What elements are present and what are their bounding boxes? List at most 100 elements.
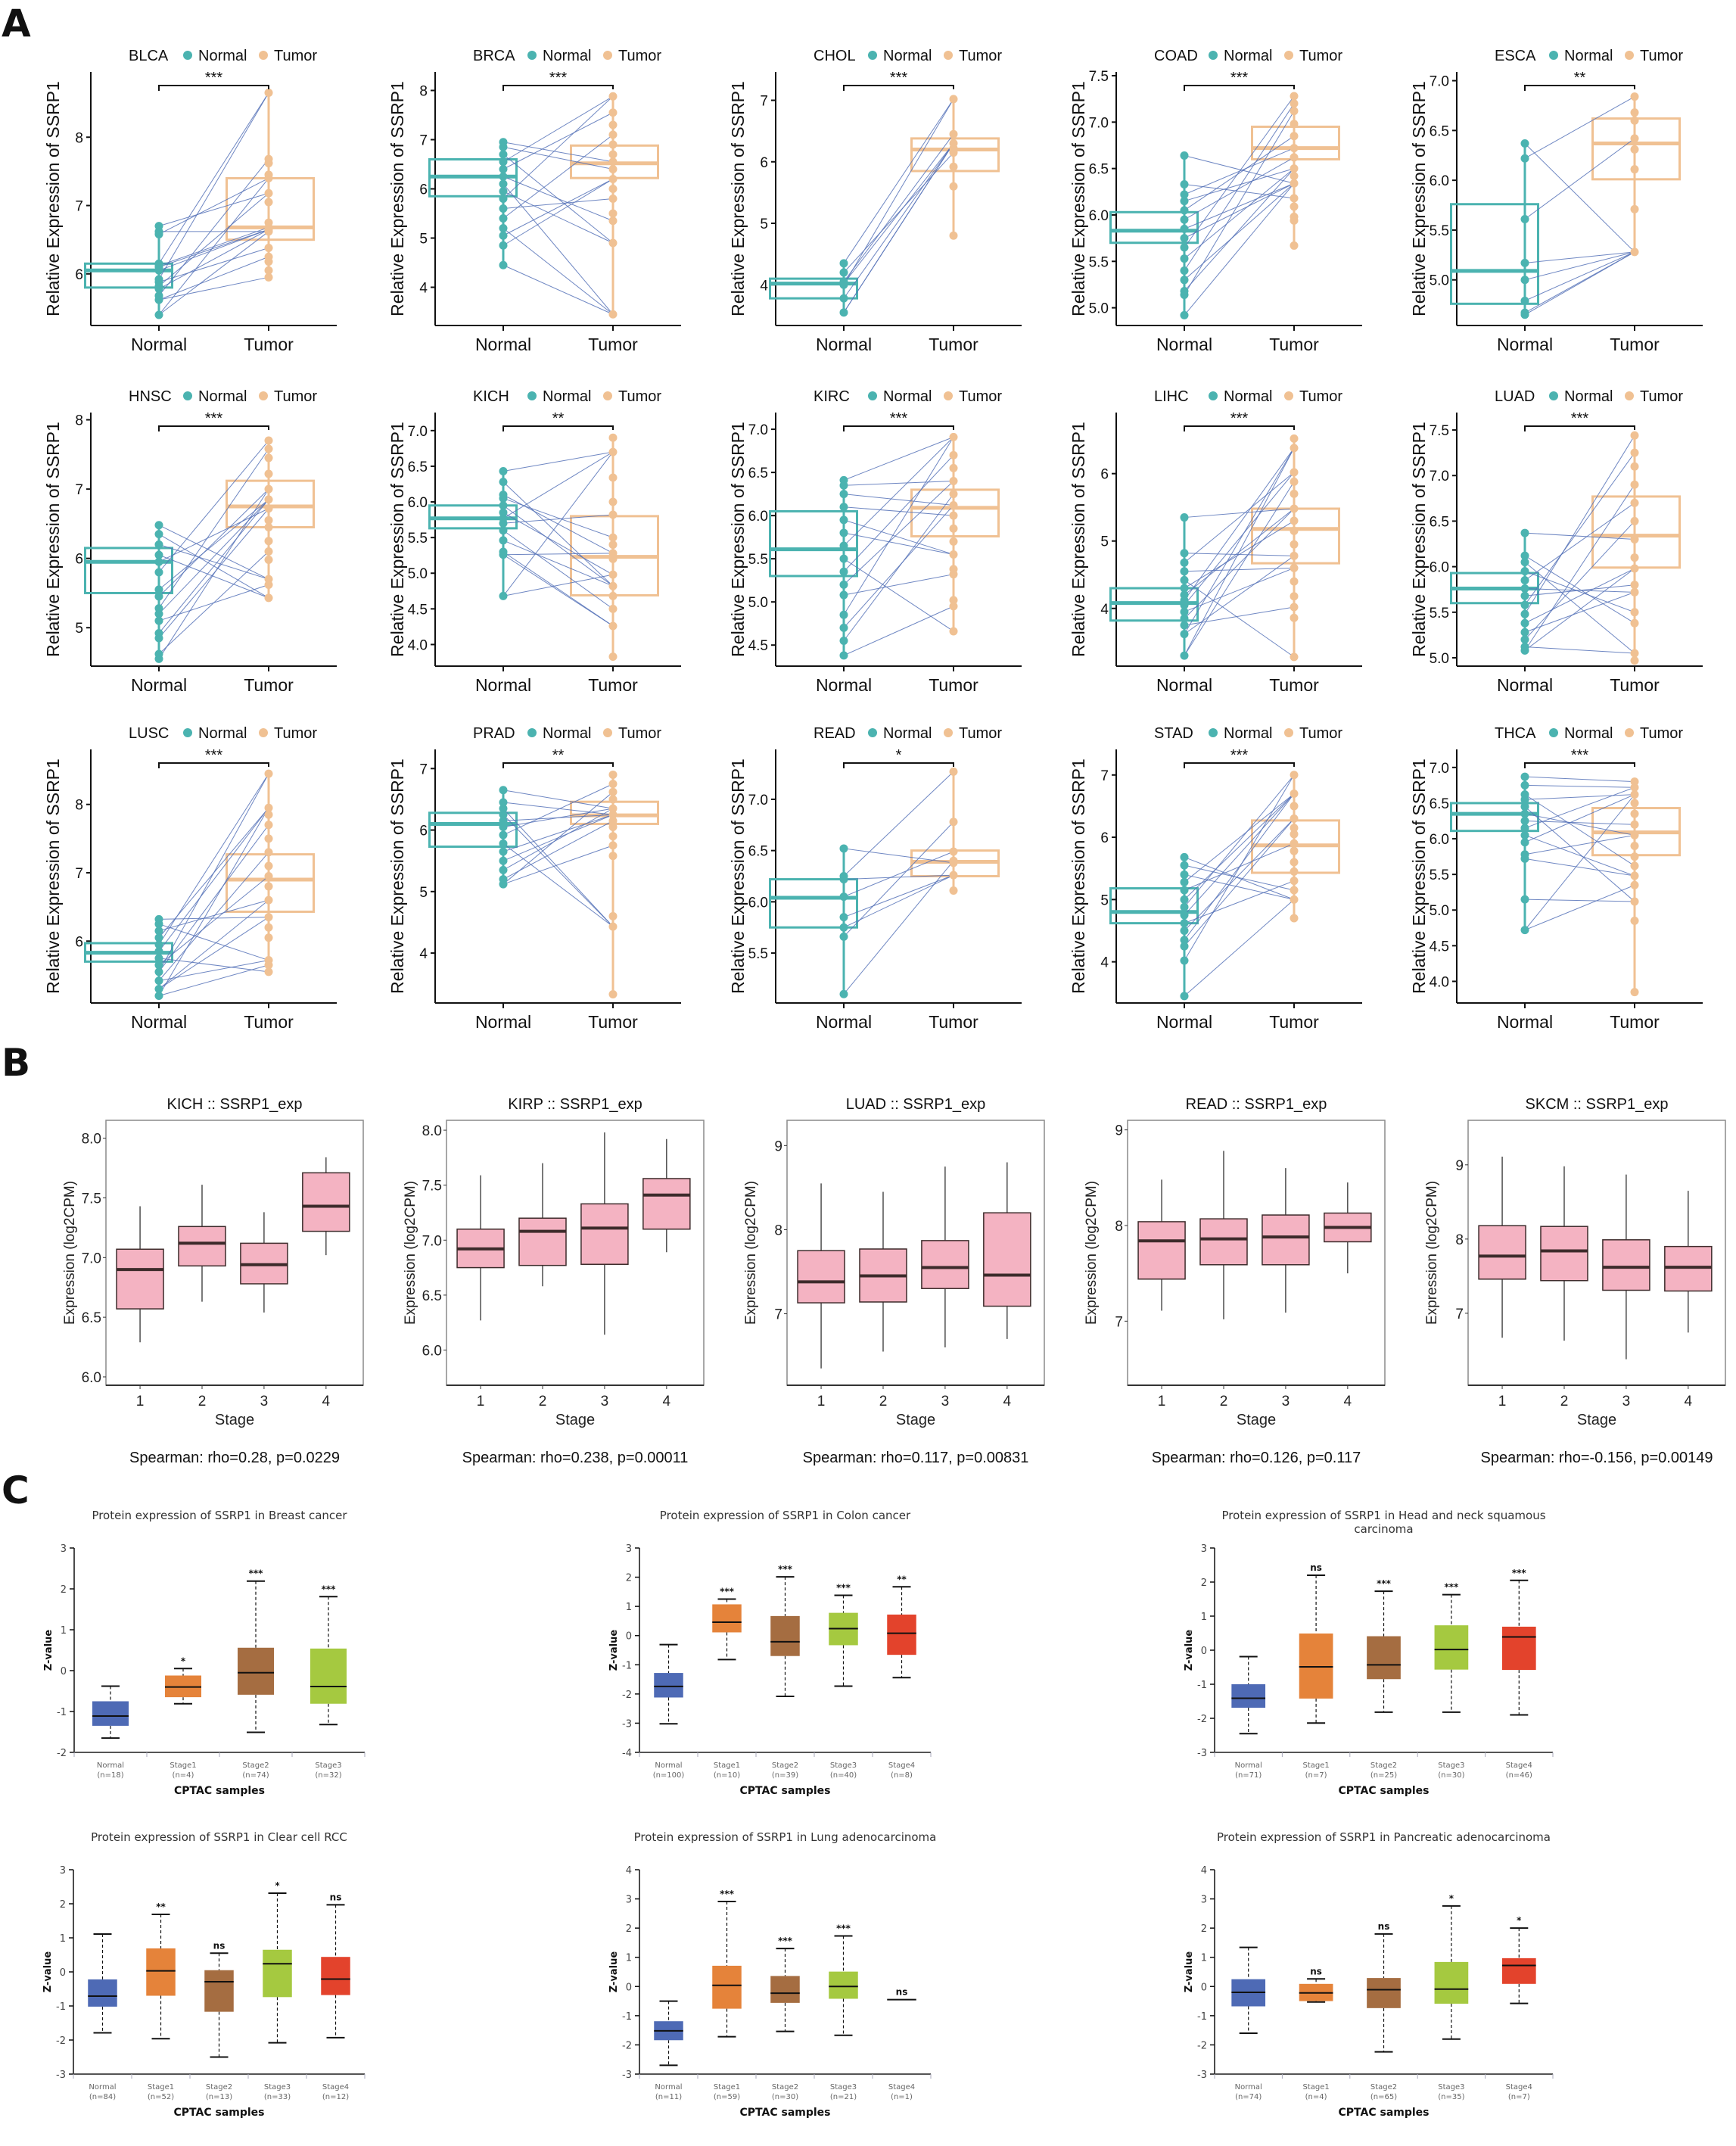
normal-point [499,157,508,167]
pair-line [502,540,614,587]
cptac-box-stage1 [712,1604,742,1633]
group-label: Stage1 [1302,2083,1329,2091]
y-tick-label: 5 [1100,892,1109,908]
pair-line [843,874,954,918]
tumor-point [1630,880,1639,889]
tumor-point [264,188,273,198]
pair-line [158,192,269,287]
normal-point [154,550,163,559]
pair-line [1184,843,1295,891]
normal-point [499,138,508,147]
y-tick-label: 6 [75,267,83,283]
tumor-point [1290,144,1299,153]
normal-point [499,847,508,856]
tumor-point [608,810,618,819]
cptac-plot-4-svg: Protein expression of SSRP1 in Clear cel… [42,1830,366,2119]
cptac-plot-4: Protein expression of SSRP1 in Clear cel… [0,1824,568,2142]
significance-label: *** [205,747,223,764]
group-label: Stage3 [830,1761,857,1770]
pair-line [1184,567,1295,612]
normal-point [1520,258,1529,267]
normal-point [1180,243,1189,252]
pair-line [1184,182,1295,229]
normal-point [154,291,163,301]
group-count: (n=21) [830,2093,857,2101]
legend-normal-marker [1209,391,1218,400]
y-axis-label: Z-value [608,1630,620,1671]
pair-line [158,807,269,996]
tumor-point [949,886,958,895]
normal-point [1180,224,1189,233]
tumor-point [949,432,958,441]
legend-tumor-marker [1625,391,1634,400]
legend-normal-marker [1549,391,1558,400]
spearman-caption: Spearman: rho=0.117, p=0.00831 [803,1450,1029,1466]
normal-point [1520,551,1529,560]
normal-point [499,179,508,188]
significance-label: ns [896,1987,908,1998]
pair-line [1184,555,1295,635]
legend-tumor-label: Tumor [1640,388,1683,405]
tumor-point [608,549,618,558]
tumor-box [910,137,1000,173]
normal-point [1520,809,1529,818]
tumor-point [1290,653,1299,662]
y-tick-label: -3 [1197,2070,1207,2081]
normal-point [154,629,163,638]
tumor-point [608,238,618,248]
x-tick-label: 4 [663,1394,671,1409]
group-label: Normal [655,2083,682,2091]
legend-title: BLCA [129,48,169,64]
stage-box [1137,1221,1186,1280]
pair-line [1184,447,1295,601]
normal-point [1180,567,1189,576]
normal-point [1520,139,1529,148]
y-tick-label: -3 [622,2070,632,2081]
stage-box [642,1178,691,1230]
pair-line [843,851,954,898]
significance-label: * [1449,1893,1454,1904]
y-tick-label: 7.0 [748,793,768,808]
tumor-point [1630,820,1639,829]
pair-line [1184,606,1295,626]
legend-tumor-marker [944,728,953,737]
tumor-point [1290,526,1299,535]
y-tick-label: -2 [622,1690,632,1701]
y-tick-label: 7.0 [1430,761,1449,777]
tumor-point [1290,164,1299,173]
tumor-point [1290,171,1299,180]
normal-point [1520,824,1529,833]
pair-line [502,198,614,209]
significance-label: ns [1310,1966,1322,1976]
normal-point [1180,621,1189,630]
normal-point [1180,936,1189,945]
y-tick-label: 5 [75,621,83,637]
group-count: (n=100) [653,1771,685,1780]
pair-line [502,551,614,627]
tumor-point [608,816,618,825]
significance-label: *** [322,1584,337,1594]
normal-point [1520,926,1529,935]
tumor-point [1630,790,1639,799]
significance-label: *** [549,70,568,86]
legend-tumor-label: Tumor [959,388,1002,405]
pair-line [1184,154,1295,184]
pair-line [158,958,269,973]
y-axis-label: Z-value [43,1630,54,1671]
legend-normal-marker [527,728,537,737]
y-tick-label: 4.5 [1430,939,1449,955]
paired-plot-luad: LUAD Normal Tumor 5.0 5.5 6.0 6.5 7.0 7.5 Relativ… [1366,378,1706,712]
legend-tumor-label: Tumor [618,48,661,64]
significance-label: *** [1230,70,1249,86]
paired-plot-thca-svg: THCA Normal Tumor 4.0 4.5 5.0 5.5 6.0 6.5 7.0Rela… [1409,725,1703,1032]
group-label: Stage4 [1506,2083,1532,2091]
stage-plot-kirp: KIRP :: SSRP1_exp 6.0 6.5 7.0 7.5 8.0 Expressi… [371,1082,705,1476]
tumor-point [949,129,958,139]
cptac-plot-2: Protein expression of SSRP1 in Colon can… [583,1503,1150,1821]
normal-point [499,804,508,813]
cptac-plot-5: Protein expression of SSRP1 in Lung aden… [583,1824,1150,2142]
normal-point [1180,870,1189,879]
normal-point [499,786,508,795]
